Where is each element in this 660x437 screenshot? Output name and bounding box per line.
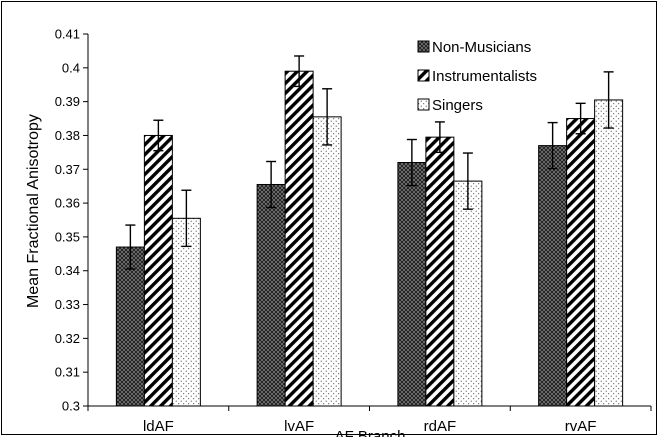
bar-non-musicians-rvaf xyxy=(538,145,568,407)
error-bar xyxy=(547,121,558,170)
bar-singers-lvaf xyxy=(312,116,342,407)
bar-instrumentalists-rvaf xyxy=(566,118,596,407)
legend-label: Singers xyxy=(432,97,483,114)
legend-item: Instrumentalists xyxy=(417,68,537,85)
bar-singers-rvaf xyxy=(594,99,624,407)
y-axis-label: Mean Fractional Anisotropy xyxy=(25,114,42,308)
error-bar xyxy=(575,102,586,135)
y-tick-label: 0.38 xyxy=(55,128,80,143)
y-tick-label: 0.32 xyxy=(55,331,80,346)
y-tick-label: 0.35 xyxy=(55,229,80,244)
bar-non-musicians-ldaf xyxy=(115,246,145,407)
error-bar xyxy=(294,55,305,88)
x-tick-label: rdAF xyxy=(424,418,457,435)
y-tick-label: 0.41 xyxy=(55,27,80,42)
error-bar xyxy=(603,71,614,129)
legend-swatch xyxy=(417,69,430,82)
legend: Non-Musicians Instrumentalists Singers xyxy=(417,39,537,114)
error-bar xyxy=(266,160,277,209)
legend-label: Instrumentalists xyxy=(432,68,537,85)
legend-item: Singers xyxy=(417,97,483,114)
x-axis-ticks: ldAF lvAF rdAF rvAF xyxy=(87,406,652,435)
x-tick-label: lvAF xyxy=(284,418,314,435)
bar-instrumentalists-lvaf xyxy=(284,70,314,407)
bar-singers-rdaf xyxy=(453,180,483,407)
y-tick-label: 0.34 xyxy=(55,263,80,278)
error-bar xyxy=(434,121,445,154)
x-tick-label: ldAF xyxy=(143,418,174,435)
error-bar xyxy=(462,152,473,210)
error-bar xyxy=(406,138,417,187)
error-bar xyxy=(125,224,136,270)
x-axis-label: AF Branch xyxy=(335,428,406,437)
legend-swatch xyxy=(417,98,430,111)
y-tick-label: 0.31 xyxy=(55,365,80,380)
bar-non-musicians-lvaf xyxy=(256,183,286,407)
y-tick-label: 0.4 xyxy=(62,60,80,75)
y-tick-label: 0.33 xyxy=(55,297,80,312)
legend-label: Non-Musicians xyxy=(432,39,531,56)
y-axis-ticks: 0.3 0.31 0.32 0.33 0.34 0.35 0.36 0.37 0.38 0.39 0… xyxy=(55,27,88,414)
y-tick-label: 0.37 xyxy=(55,162,80,177)
y-tick-label: 0.3 xyxy=(62,399,80,414)
legend-item: Non-Musicians xyxy=(417,39,531,56)
bar-non-musicians-rdaf xyxy=(397,162,427,407)
error-bar xyxy=(181,189,192,248)
y-tick-label: 0.39 xyxy=(55,94,80,109)
bars-layer xyxy=(115,70,624,407)
error-bar xyxy=(322,88,333,146)
bar-instrumentalists-ldaf xyxy=(143,134,173,407)
error-bars-layer xyxy=(125,55,614,270)
bar-instrumentalists-rdaf xyxy=(425,136,455,407)
x-tick-label: rvAF xyxy=(565,418,597,435)
error-bar xyxy=(153,119,164,152)
legend-swatch xyxy=(417,40,430,53)
y-tick-label: 0.36 xyxy=(55,196,80,211)
